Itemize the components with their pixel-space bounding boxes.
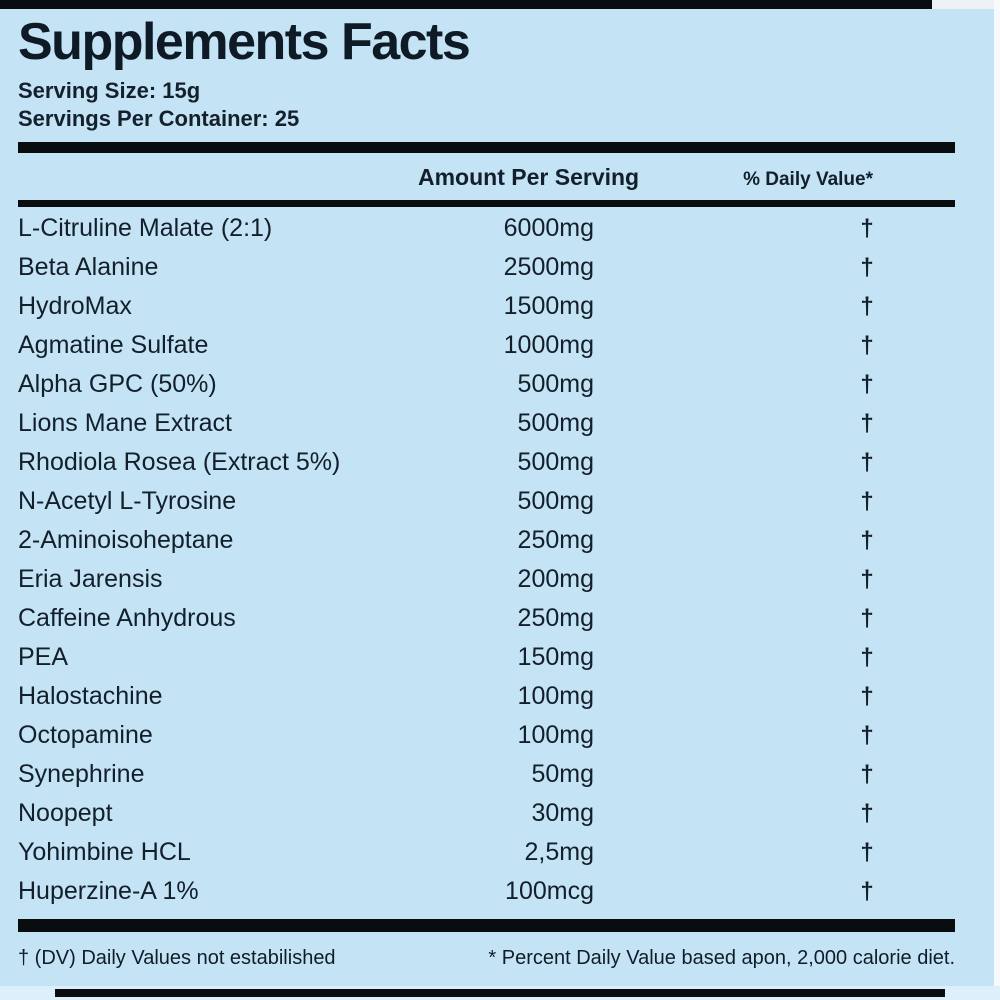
table-row: Halostachine 100mg † <box>18 677 955 716</box>
ingredient-amount: 150mg <box>517 643 594 672</box>
table-row: Eria Jarensis 200mg † <box>18 560 955 599</box>
table-row: N-Acetyl L-Tyrosine 500mg † <box>18 482 955 521</box>
top-right-corner <box>932 0 1000 9</box>
ingredient-daily-value-dagger: † <box>860 838 874 866</box>
table-row: PEA 150mg † <box>18 638 955 677</box>
ingredient-daily-value-dagger: † <box>860 253 874 281</box>
ingredient-name: PEA <box>18 643 69 672</box>
ingredient-amount: 100mg <box>517 721 594 750</box>
divider-top <box>18 142 955 154</box>
ingredient-name: Lions Mane Extract <box>18 409 232 438</box>
ingredient-name: Alpha GPC (50%) <box>18 370 217 399</box>
ingredient-amount: 500mg <box>517 409 594 438</box>
table-row: Lions Mane Extract 500mg † <box>18 404 955 443</box>
ingredient-amount: 1500mg <box>503 292 594 321</box>
ingredient-daily-value-dagger: † <box>860 526 874 554</box>
column-header-amount: Amount Per Serving <box>418 164 640 191</box>
servings-per-container: Servings Per Container: 25 <box>18 106 300 132</box>
ingredient-amount: 500mg <box>517 370 594 399</box>
footnote-percent-dv: * Percent Daily Value based apon, 2,000 … <box>488 947 955 970</box>
ingredient-amount: 50mg <box>531 760 594 789</box>
divider-header <box>18 200 955 208</box>
table-row: L-Citruline Malate (2:1) 6000mg † <box>18 209 955 248</box>
footnote-daily-values: † (DV) Daily Values not estabilished <box>18 947 336 970</box>
ingredient-name: N-Acetyl L-Tyrosine <box>18 487 237 516</box>
ingredient-table: L-Citruline Malate (2:1) 6000mg † Beta A… <box>18 209 955 911</box>
table-row: Yohimbine HCL 2,5mg † <box>18 833 955 872</box>
table-row: Agmatine Sulfate 1000mg † <box>18 326 955 365</box>
bottom-edge-bar <box>55 989 945 997</box>
footnotes: † (DV) Daily Values not estabilished * P… <box>18 932 955 970</box>
table-row: Octopamine 100mg † <box>18 716 955 755</box>
ingredient-name: Yohimbine HCL <box>18 838 191 867</box>
ingredient-name: Noopept <box>18 799 113 828</box>
column-header-daily-value: % Daily Value* <box>743 169 873 191</box>
ingredient-name: HydroMax <box>18 292 132 321</box>
table-row: 2-Aminoisoheptane 250mg † <box>18 521 955 560</box>
ingredient-daily-value-dagger: † <box>860 643 874 671</box>
table-row: Noopept 30mg † <box>18 794 955 833</box>
ingredient-name: Synephrine <box>18 760 145 789</box>
ingredient-amount: 250mg <box>517 526 594 555</box>
ingredient-daily-value-dagger: † <box>860 565 874 593</box>
ingredient-amount: 30mg <box>531 799 594 828</box>
supplement-facts-label: Supplements Facts Serving Size: 15g Serv… <box>18 13 955 970</box>
ingredient-name: Huperzine-A 1% <box>18 877 199 906</box>
ingredient-daily-value-dagger: † <box>860 448 874 476</box>
ingredient-daily-value-dagger: † <box>860 409 874 437</box>
ingredient-amount: 500mg <box>517 487 594 516</box>
ingredient-amount: 6000mg <box>503 214 594 243</box>
top-edge-bar <box>0 0 932 9</box>
ingredient-daily-value-dagger: † <box>860 604 874 632</box>
ingredient-amount: 2500mg <box>503 253 594 282</box>
ingredient-name: Eria Jarensis <box>18 565 163 594</box>
table-row: Alpha GPC (50%) 500mg † <box>18 365 955 404</box>
ingredient-daily-value-dagger: † <box>860 292 874 320</box>
ingredient-amount: 200mg <box>517 565 594 594</box>
ingredient-name: Octopamine <box>18 721 153 750</box>
ingredient-daily-value-dagger: † <box>860 214 874 242</box>
table-row: HydroMax 1500mg † <box>18 287 955 326</box>
serving-size: Serving Size: 15g <box>18 78 201 104</box>
label-title: Supplements Facts <box>18 13 471 71</box>
table-row: Synephrine 50mg † <box>18 755 955 794</box>
column-header-row: Amount Per Serving % Daily Value* <box>18 153 955 200</box>
ingredient-daily-value-dagger: † <box>860 682 874 710</box>
right-edge-strip <box>994 0 1000 1000</box>
ingredient-name: 2-Aminoisoheptane <box>18 526 234 555</box>
ingredient-name: Agmatine Sulfate <box>18 331 209 360</box>
ingredient-daily-value-dagger: † <box>860 331 874 359</box>
ingredient-name: Caffeine Anhydrous <box>18 604 236 633</box>
ingredient-amount: 100mcg <box>505 877 594 906</box>
table-row: Rhodiola Rosea (Extract 5%) 500mg † <box>18 443 955 482</box>
divider-bottom <box>18 919 955 933</box>
ingredient-daily-value-dagger: † <box>860 760 874 788</box>
table-row: Huperzine-A 1% 100mcg † <box>18 872 955 911</box>
ingredient-name: Rhodiola Rosea (Extract 5%) <box>18 448 341 477</box>
ingredient-amount: 100mg <box>517 682 594 711</box>
ingredient-daily-value-dagger: † <box>860 370 874 398</box>
ingredient-amount: 2,5mg <box>524 838 594 867</box>
ingredient-daily-value-dagger: † <box>860 721 874 749</box>
table-row: Beta Alanine 2500mg † <box>18 248 955 287</box>
ingredient-name: Halostachine <box>18 682 163 711</box>
ingredient-amount: 250mg <box>517 604 594 633</box>
ingredient-name: L-Citruline Malate (2:1) <box>18 214 273 243</box>
ingredient-daily-value-dagger: † <box>860 487 874 515</box>
table-row: Caffeine Anhydrous 250mg † <box>18 599 955 638</box>
ingredient-amount: 1000mg <box>503 331 594 360</box>
ingredient-amount: 500mg <box>517 448 594 477</box>
ingredient-daily-value-dagger: † <box>860 799 874 827</box>
ingredient-daily-value-dagger: † <box>860 877 874 905</box>
ingredient-name: Beta Alanine <box>18 253 159 282</box>
